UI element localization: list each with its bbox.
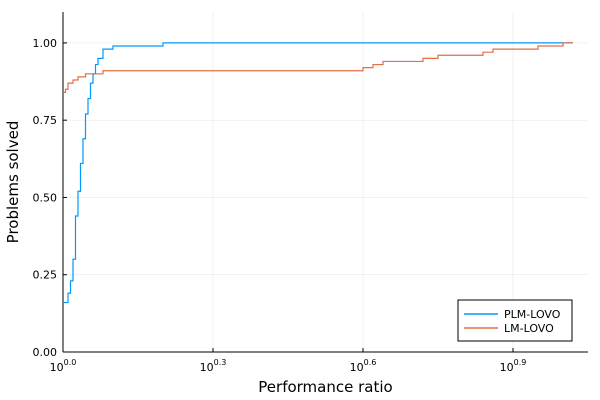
- x-tick-label: 100.0: [50, 358, 77, 374]
- plot-frame: [62, 12, 588, 353]
- x-tick-label: 100.9: [500, 358, 527, 374]
- series-lines: [63, 42, 573, 304]
- legend-box: [457, 299, 573, 342]
- series-line-lm-lovo: [63, 42, 573, 93]
- series-line-plm-lovo: [63, 42, 573, 304]
- legend-label-lm-lovo: LM-LOVO: [504, 322, 554, 335]
- legend: PLM-LOVO LM-LOVO: [457, 299, 573, 342]
- y-axis-title: Problems solved: [4, 121, 22, 244]
- y-tick-label: 0.75: [33, 114, 58, 127]
- x-axis-title: Performance ratio: [258, 378, 392, 396]
- y-tick-label: 1.00: [33, 37, 58, 50]
- y-tick-label: 0.25: [33, 269, 58, 282]
- tick-labels: 100.0 100.3 100.6 100.9 0.00 0.25 0.50 0.75 1.00: [33, 37, 527, 374]
- y-tick-label: 0.50: [33, 191, 58, 204]
- y-tick-label: 0.00: [33, 346, 58, 359]
- legend-label-plm-lovo: PLM-LOVO: [504, 308, 561, 321]
- x-tick-label: 100.3: [200, 358, 227, 374]
- x-tick-label: 100.6: [350, 358, 377, 374]
